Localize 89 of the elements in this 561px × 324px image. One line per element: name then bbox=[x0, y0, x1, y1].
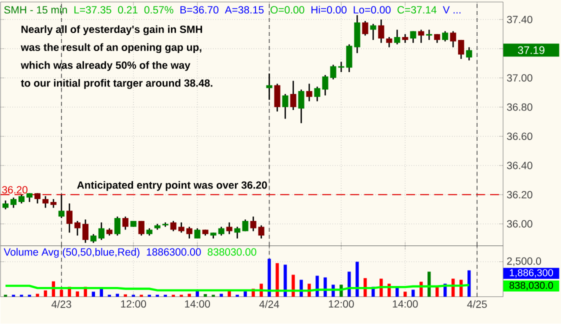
annotation: which was already 50% of the way bbox=[20, 61, 190, 72]
candlestick bbox=[466, 46, 472, 62]
annotation: Hi=0.00 bbox=[312, 6, 347, 14]
y-tick-label: 36.00 bbox=[506, 220, 532, 228]
annotation: 838030.00 bbox=[208, 248, 256, 256]
bar bbox=[404, 292, 407, 297]
candlestick bbox=[306, 83, 312, 102]
candlestick bbox=[170, 220, 176, 232]
candlestick bbox=[226, 222, 232, 235]
x-tick-label: 4/24 bbox=[259, 300, 280, 308]
bar bbox=[292, 274, 295, 297]
bar bbox=[244, 292, 247, 297]
candlestick bbox=[82, 218, 88, 244]
annotation: 1886300.00 bbox=[146, 248, 201, 256]
candlestick bbox=[298, 89, 304, 124]
bar bbox=[220, 294, 223, 297]
annotation: to our initial profit targer around 38.48. bbox=[20, 79, 212, 90]
chart-title: SMH - 15 min bbox=[4, 6, 67, 14]
candlestick bbox=[42, 196, 49, 209]
candlestick bbox=[442, 30, 448, 42]
bar bbox=[284, 264, 287, 297]
annotation: was the result of an opening gap up, bbox=[20, 43, 202, 54]
candlestick bbox=[386, 36, 392, 48]
annotation: Nearly all of yesterday's gain in SMH bbox=[22, 25, 202, 36]
bar bbox=[436, 287, 439, 297]
candlestick bbox=[274, 83, 280, 112]
y-tick-label: 2,500.0 bbox=[507, 258, 542, 266]
text: 37.19 bbox=[518, 46, 544, 54]
annotation: V ... bbox=[442, 6, 460, 14]
x-tick-label: 14:00 bbox=[185, 300, 210, 308]
candlestick bbox=[98, 222, 104, 241]
annotation: L=37.35 bbox=[74, 6, 112, 14]
candlestick bbox=[138, 220, 144, 236]
candlestick bbox=[74, 220, 80, 236]
y-tick-label: 36.80 bbox=[506, 104, 532, 111]
bar bbox=[92, 292, 96, 297]
candlestick bbox=[266, 73, 272, 101]
y-tick-label: 36.40 bbox=[506, 162, 532, 170]
candlestick bbox=[178, 222, 184, 234]
bar bbox=[60, 290, 64, 297]
bar bbox=[268, 258, 271, 297]
candlestick bbox=[58, 194, 64, 219]
annotation: 0.57% bbox=[144, 6, 174, 14]
bar bbox=[356, 262, 359, 297]
x-tick-label: 4/23 bbox=[52, 300, 72, 308]
bar bbox=[188, 294, 191, 297]
bar bbox=[412, 290, 415, 297]
annotation: B=36.70 bbox=[180, 6, 218, 14]
text: 838,030.0 bbox=[510, 282, 553, 290]
candlestick bbox=[114, 216, 120, 236]
candlestick bbox=[370, 23, 376, 41]
bar bbox=[396, 287, 399, 297]
annotation: Lo=0.00 bbox=[354, 6, 391, 14]
candlestick bbox=[394, 29, 400, 46]
y-tick-label: 36.60 bbox=[506, 132, 532, 140]
candlestick bbox=[290, 80, 296, 111]
candlestick bbox=[378, 19, 384, 44]
candlestick bbox=[426, 29, 432, 41]
bar bbox=[276, 263, 279, 297]
x-tick-label: 14:00 bbox=[392, 300, 418, 308]
candlestick bbox=[458, 39, 464, 60]
chart-title: Volume Avg (50,50,blue,Red) bbox=[4, 248, 140, 258]
candlestick bbox=[450, 30, 456, 48]
x-tick-label: 12:00 bbox=[328, 300, 354, 308]
candlestick bbox=[122, 216, 128, 231]
candlestick bbox=[10, 197, 17, 209]
y-tick-label: 37.40 bbox=[506, 16, 532, 24]
annotation: A=38.15 bbox=[224, 6, 264, 14]
candlestick bbox=[346, 44, 352, 73]
ref-line-label: 36.20 bbox=[2, 186, 28, 194]
annotation: 0.21 bbox=[118, 6, 138, 14]
candlestick bbox=[410, 30, 416, 44]
candlestick bbox=[418, 29, 424, 44]
x-tick-label: 12:00 bbox=[121, 300, 146, 308]
annotation: O=0.00 bbox=[270, 6, 304, 14]
bar bbox=[204, 294, 207, 297]
y-tick-label: 36.20 bbox=[506, 191, 532, 199]
candlestick bbox=[282, 93, 288, 120]
candlestick bbox=[186, 226, 192, 240]
y-tick-label: 37.00 bbox=[506, 74, 532, 82]
annotation: C=37.14 bbox=[398, 6, 436, 14]
annotation: Anticipated entry point was over 36.20 bbox=[77, 181, 267, 191]
x-tick-label: 4/25 bbox=[467, 300, 487, 308]
text: 1,886,300 bbox=[510, 269, 553, 278]
candlestick bbox=[234, 226, 240, 240]
bar bbox=[348, 272, 351, 297]
candlestick bbox=[66, 202, 72, 234]
candlestick bbox=[34, 192, 41, 204]
candlestick bbox=[362, 20, 368, 36]
